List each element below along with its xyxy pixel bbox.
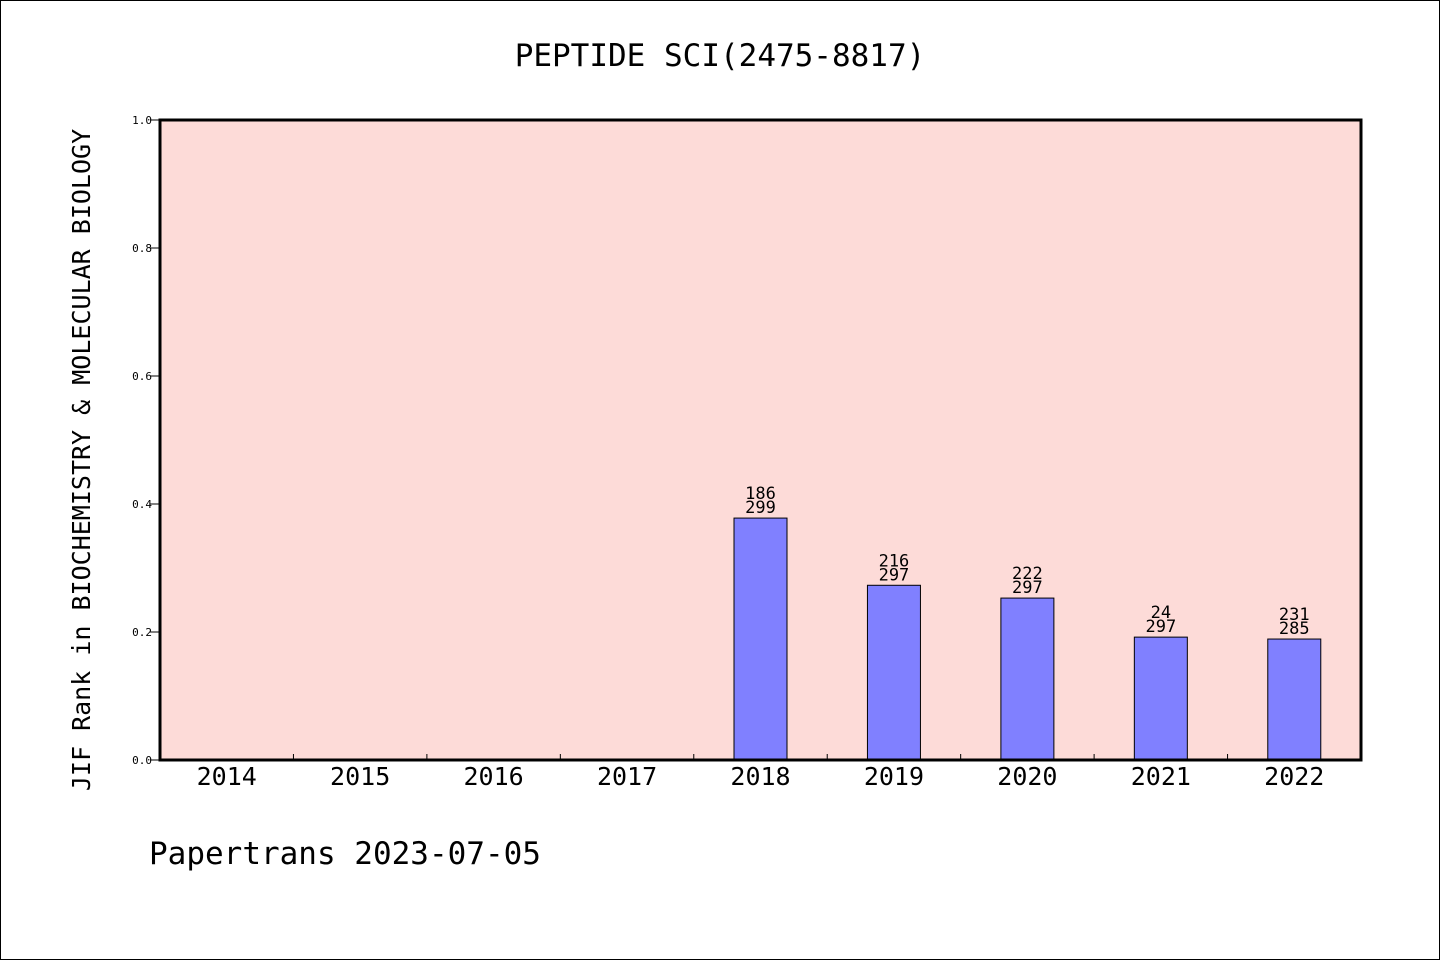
y-tick-label: 1.0 (132, 114, 152, 127)
bars-layer (733, 517, 1322, 761)
bar-label-rank: 24 (1151, 603, 1171, 623)
y-tick-label: 0.4 (132, 498, 152, 511)
y-tick-label: 0.0 (132, 754, 152, 767)
footer-credit: Papertrans 2023-07-05 (149, 836, 541, 872)
y-axis: 0.0 0.2 0.4 0.6 0.8 1.0 (132, 114, 160, 767)
bar-label-total: 297 (1012, 578, 1043, 598)
y-tick-label: 0.8 (132, 242, 152, 255)
x-tick-label: 2014 (197, 762, 257, 791)
bar-label-total: 285 (1279, 619, 1310, 639)
bar-label-total: 297 (1145, 617, 1176, 637)
chart-title: PEPTIDE SCI(2475-8817) (515, 38, 926, 74)
bar-label-rank: 216 (879, 551, 910, 571)
bar-2019 (866, 584, 921, 761)
bar-label-total: 297 (879, 565, 910, 585)
bar-label-total: 299 (745, 498, 776, 518)
x-tick-label: 2019 (864, 762, 924, 791)
y-tick-label: 0.2 (132, 626, 152, 639)
x-tick-label: 2022 (1264, 762, 1324, 791)
y-axis-label: JIF Rank in BIOCHEMISTRY & MOLECULAR BIO… (67, 129, 96, 791)
bar-label-rank: 222 (1012, 564, 1043, 584)
bar-label-rank: 231 (1279, 605, 1310, 625)
x-tick-label: 2016 (464, 762, 524, 791)
x-tick-label: 2020 (997, 762, 1057, 791)
bar-label-rank: 186 (745, 484, 776, 504)
bar-2022 (1267, 638, 1322, 761)
x-tick-label: 2018 (730, 762, 790, 791)
x-axis: 2014 2015 2016 2017 2018 2019 2020 2021 2022 (197, 754, 1324, 791)
bar-2021 (1133, 636, 1188, 761)
x-tick-label: 2021 (1131, 762, 1191, 791)
y-tick-label: 0.6 (132, 370, 152, 383)
x-tick-label: 2015 (330, 762, 390, 791)
bar-2020 (1000, 597, 1055, 761)
x-tick-label: 2017 (597, 762, 657, 791)
bar-2018 (733, 517, 788, 761)
plot-border (158, 118, 1363, 762)
